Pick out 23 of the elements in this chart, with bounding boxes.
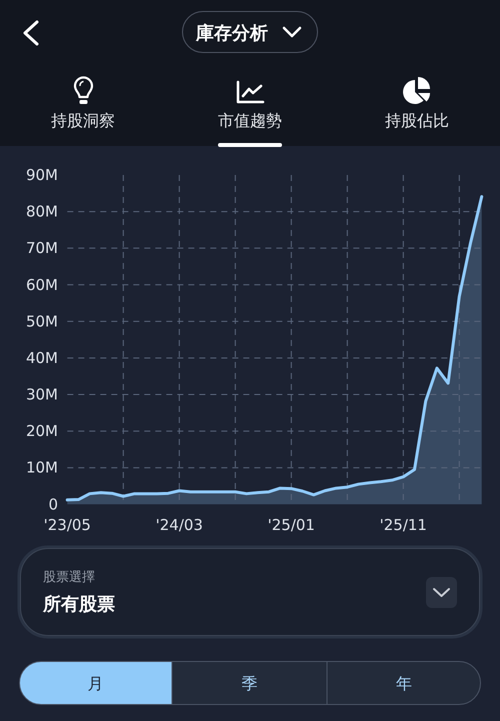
x-tick-label: '25/01 [268, 516, 315, 534]
y-tick-label: 80M [26, 202, 58, 221]
y-tick-label: 60M [26, 276, 58, 294]
y-tick-label: 30M [26, 386, 58, 404]
x-tick-label: '23/05 [44, 516, 91, 534]
text: 股票選擇 [43, 570, 95, 584]
text: 持股洞察 [51, 110, 115, 130]
text: 所有股票 [42, 594, 115, 614]
y-tick-label: 10M [26, 458, 58, 477]
y-tick-label: 20M [26, 422, 58, 440]
text: 月 [88, 674, 104, 692]
x-tick-label: '25/11 [380, 516, 427, 534]
y-tick-label: 90M [26, 166, 58, 184]
y-tick-label: 40M [26, 348, 58, 367]
text: 市值趨勢 [218, 110, 282, 130]
chart-title: 庫存分析 [195, 22, 268, 44]
text: 季 [242, 674, 258, 692]
y-tick-label: 0 [48, 495, 58, 514]
y-tick-label: 70M [26, 239, 58, 258]
y-tick-label: 50M [26, 312, 58, 330]
text: 年 [396, 674, 412, 692]
text: 持股佔比 [385, 110, 449, 130]
x-tick-label: '24/03 [156, 516, 203, 534]
